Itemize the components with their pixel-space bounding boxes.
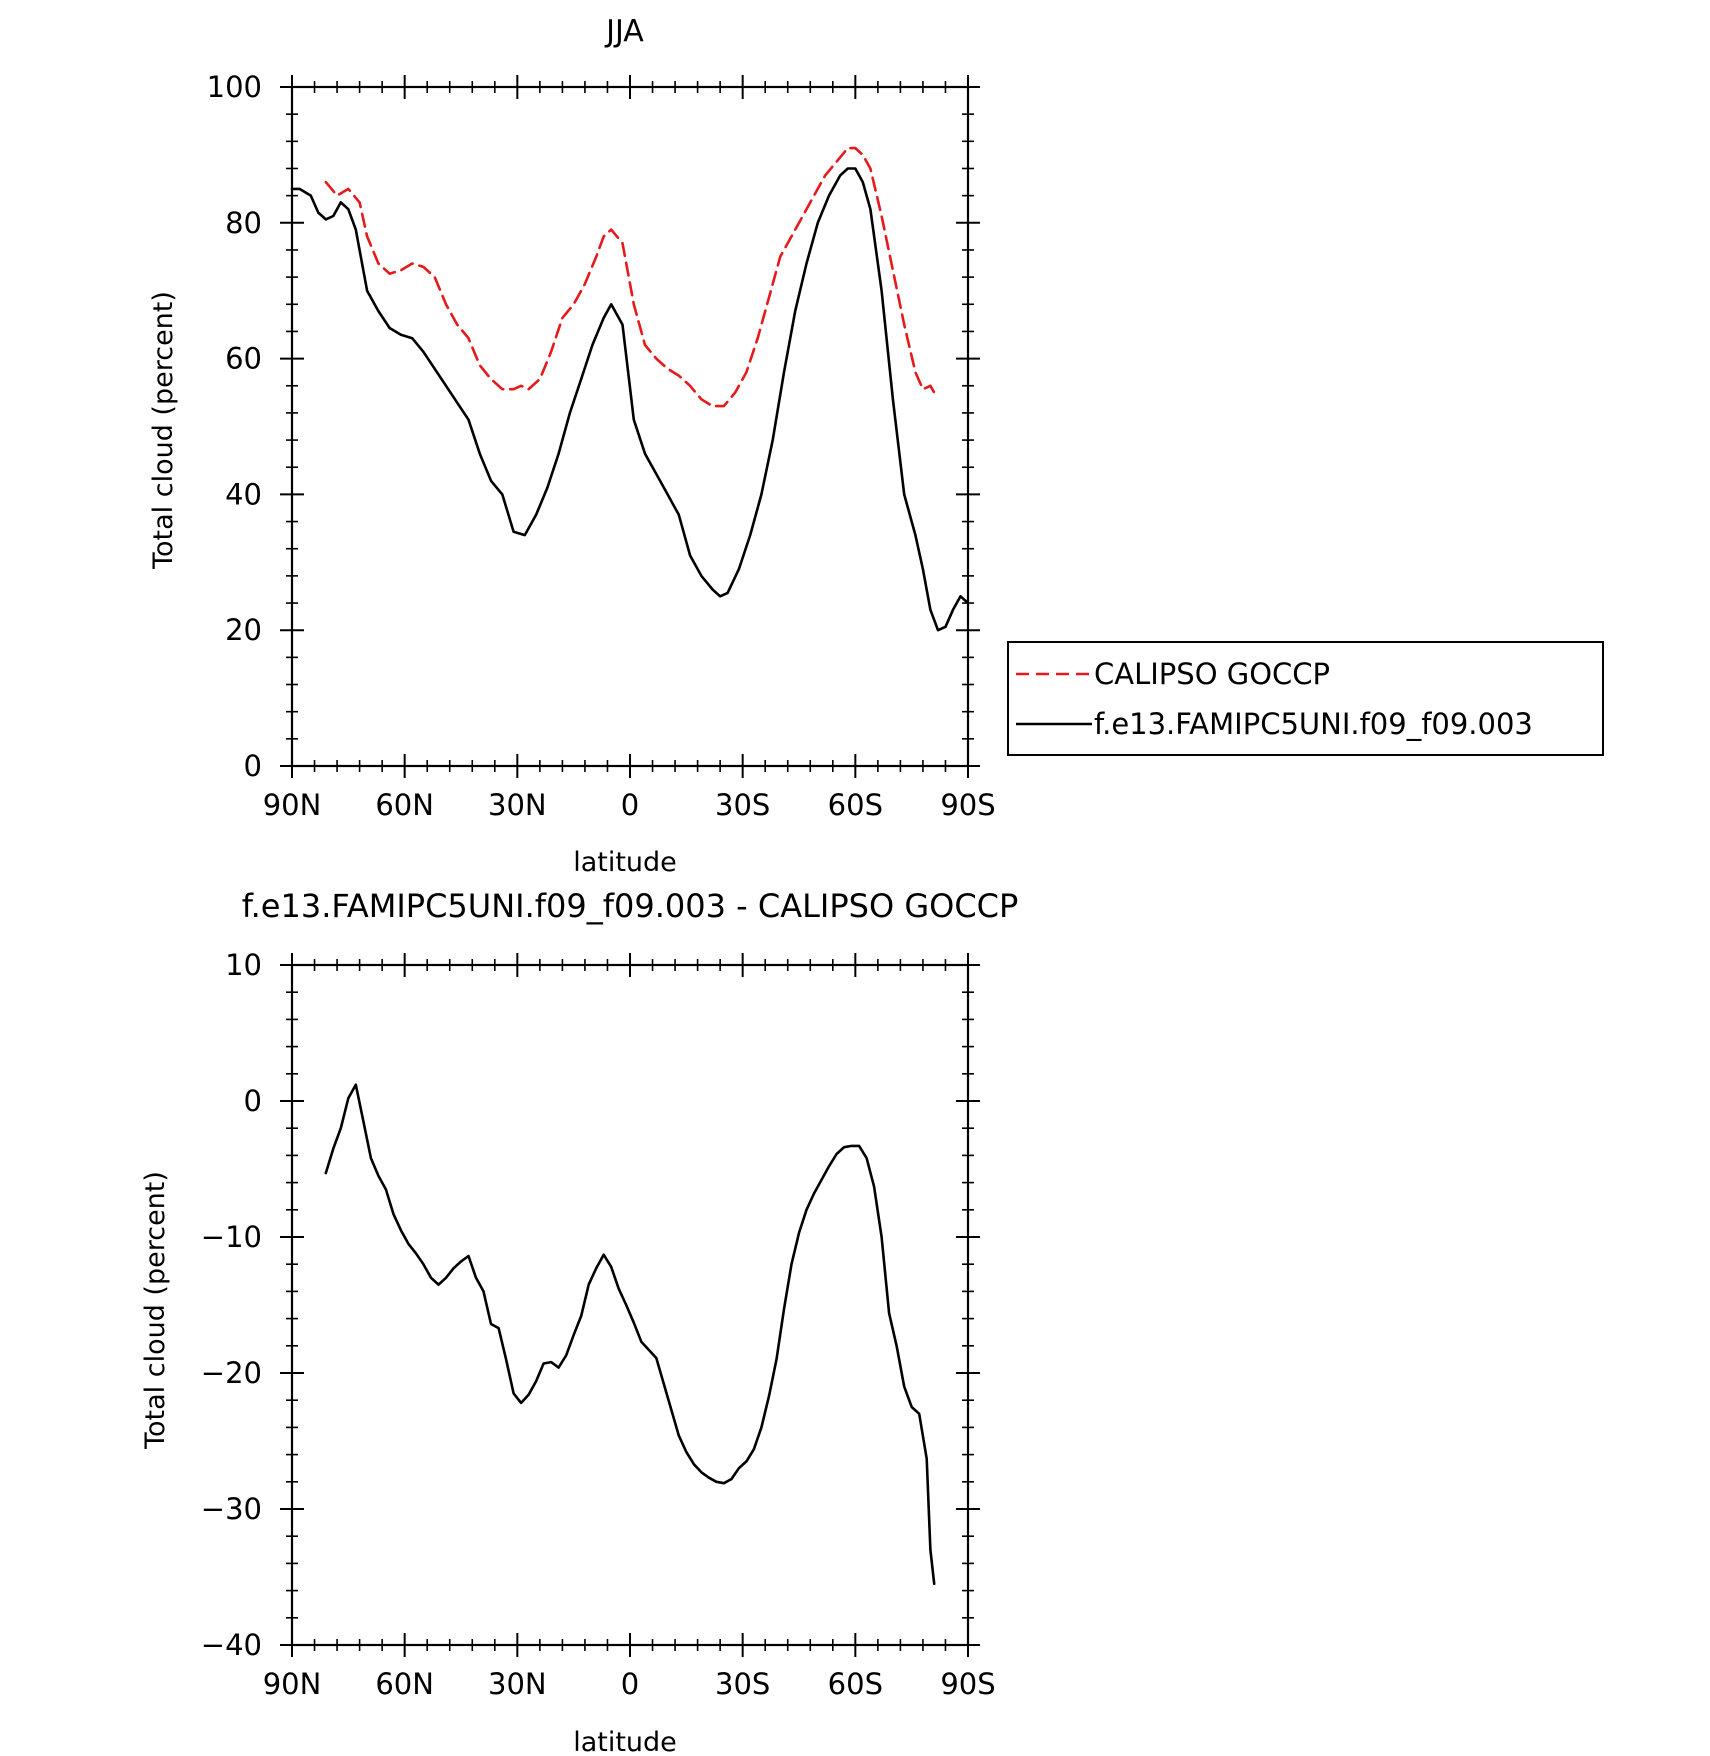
- top-series-line-calipso-goccp: [324, 146, 936, 408]
- bottom-y-axis-label: Total cloud (percent): [140, 1171, 171, 1450]
- top-y-tick-label: 0: [244, 749, 262, 783]
- legend-label-model: f.e13.FAMIPC5UNI.f09_f09.003: [1094, 707, 1533, 741]
- top-y-tick-label: 60: [225, 342, 262, 376]
- top-x-tick-label: 60N: [375, 788, 434, 822]
- bottom-x-tick-label: 60N: [375, 1667, 434, 1701]
- top-x-tick-label: 90S: [940, 788, 995, 822]
- top-x-axis-label: latitude: [573, 847, 677, 878]
- panel-top-chart: JJA 90N 60N 30N 0 30S 60S 90S 0 20 40 60 80 100 lati…: [148, 14, 996, 878]
- top-y-tick-label: 20: [225, 613, 262, 647]
- bottom-series-group: [324, 1083, 936, 1586]
- top-y-tick-label: 100: [207, 70, 262, 104]
- bottom-plot-frame: [290, 963, 970, 1647]
- bottom-series-line-model: [324, 1083, 936, 1586]
- legend-box: [1007, 641, 1604, 756]
- bottom-y-tick-label: −10: [201, 1220, 262, 1254]
- bottom-y-tick-label: 10: [225, 948, 262, 982]
- bottom-x-tick-label: 30N: [488, 1667, 547, 1701]
- legend-label-calipso: CALIPSO GOCCP: [1094, 657, 1330, 691]
- bottom-x-axis-label: latitude: [573, 1727, 677, 1756]
- top-x-tick-label: 30N: [488, 788, 547, 822]
- top-x-tick-label: 90N: [263, 788, 322, 822]
- top-y-axis-label: Total cloud (percent): [148, 291, 179, 570]
- bottom-y-tick-label: −30: [201, 1492, 262, 1526]
- top-y-tick-label: 80: [225, 206, 262, 240]
- legend: CALIPSO GOCCP f.e13.FAMIPC5UNI.f09_f09.0…: [1007, 641, 1604, 756]
- panel-bottom-title: f.e13.FAMIPC5UNI.f09_f09.003 - CALIPSO G…: [242, 887, 1019, 925]
- panel-top-title: JJA: [604, 14, 644, 49]
- panel-bottom-chart: f.e13.FAMIPC5UNI.f09_f09.003 - CALIPSO G…: [140, 887, 1018, 1756]
- top-y-tick-label: 40: [225, 477, 262, 511]
- bottom-y-tick-label: −20: [201, 1356, 262, 1390]
- bottom-y-tick-label: −40: [201, 1628, 262, 1662]
- top-plot-frame: [290, 85, 970, 768]
- top-series-group: [290, 146, 970, 632]
- top-x-tick-label: 0: [621, 788, 639, 822]
- bottom-x-tick-label: 90S: [940, 1667, 995, 1701]
- top-x-tick-label: 30S: [715, 788, 770, 822]
- bottom-x-tick-label: 30S: [715, 1667, 770, 1701]
- bottom-y-tick-label: 0: [244, 1084, 262, 1118]
- bottom-x-tick-label: 60S: [828, 1667, 883, 1701]
- bottom-x-tick-label: 90N: [263, 1667, 322, 1701]
- top-series-line-model: [290, 167, 970, 632]
- bottom-axis-frame: 90N 60N 30N 0 30S 60S 90S −40 −30 −20 −10 0 10: [201, 948, 996, 1701]
- bottom-x-tick-label: 0: [621, 1667, 639, 1701]
- top-axis-frame: 90N 60N 30N 0 30S 60S 90S 0 20 40 60 80 100: [207, 70, 996, 822]
- top-x-tick-label: 60S: [828, 788, 883, 822]
